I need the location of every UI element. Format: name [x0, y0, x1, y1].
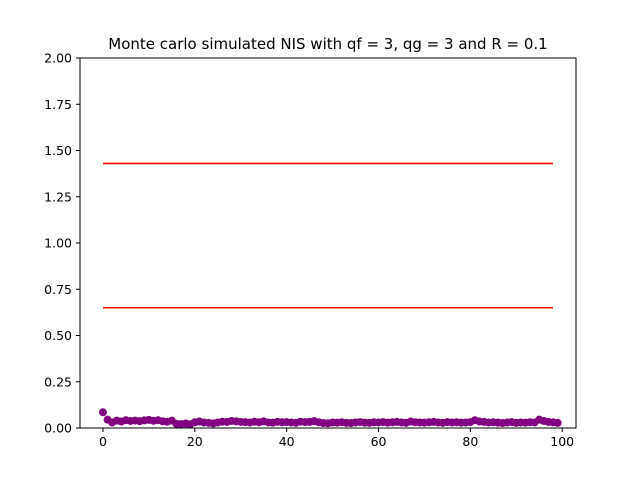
x-tick-label: 60: [371, 434, 387, 449]
chart-title: Monte carlo simulated NIS with qf = 3, q…: [108, 35, 547, 53]
x-tick-label: 0: [99, 434, 107, 449]
y-tick-label: 0.75: [44, 282, 72, 297]
y-tick-label: 2.00: [44, 51, 72, 66]
y-tick-label: 0.25: [44, 374, 72, 389]
y-tick-label: 0.00: [44, 421, 72, 436]
x-tick-label: 100: [550, 434, 574, 449]
x-tick-label: 80: [462, 434, 478, 449]
data-point-0-99: [553, 418, 562, 427]
axes: 0 20 40 60 80 100 0.00 0.25 0.50 0.75 1.00 1.25 1.50…: [44, 51, 574, 450]
y-tick-label: 1.00: [44, 236, 72, 251]
plot-area: [98, 162, 562, 429]
y-tick-label: 0.50: [44, 328, 72, 343]
data-point-0-0: [98, 408, 107, 417]
y-tick-label: 1.75: [44, 97, 72, 112]
x-tick-label: 40: [279, 434, 295, 449]
x-tick-label: 20: [187, 434, 203, 449]
y-tick-label: 1.25: [44, 189, 72, 204]
y-tick-label: 1.50: [44, 143, 72, 158]
